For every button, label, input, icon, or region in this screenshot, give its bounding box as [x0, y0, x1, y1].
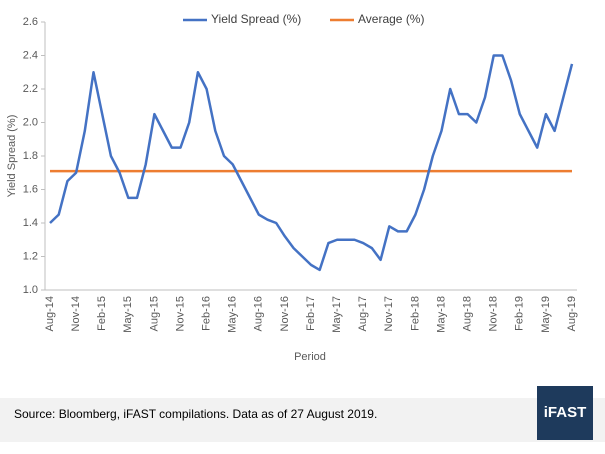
footer-band [0, 398, 605, 442]
y-tick-label: 2.0 [23, 116, 38, 128]
x-tick-label: Nov-16 [279, 296, 291, 331]
x-tick-label: May-17 [331, 296, 343, 333]
x-tick-label: Feb-16 [201, 296, 213, 331]
y-tick-label: 1.0 [23, 284, 38, 296]
logo-box [537, 386, 593, 440]
x-tick-label: Nov-18 [488, 296, 500, 331]
x-tick-label: May-15 [122, 296, 134, 333]
x-tick-label: Aug-14 [44, 296, 56, 331]
x-axis-label: Period [294, 351, 326, 363]
x-tick-label: Nov-15 [174, 296, 186, 331]
x-tick-label: Aug-19 [566, 296, 578, 331]
x-tick-label: Feb-17 [305, 296, 317, 331]
legend-label: Yield Spread (%) [211, 12, 301, 26]
y-tick-label: 2.6 [23, 16, 38, 28]
x-tick-label: Feb-19 [514, 296, 526, 331]
y-tick-label: 1.8 [23, 150, 38, 162]
x-tick-label: May-19 [540, 296, 552, 333]
y-axis-label: Yield Spread (%) [6, 115, 18, 198]
x-tick-label: Aug-15 [148, 296, 160, 331]
y-tick-label: 2.2 [23, 83, 38, 95]
x-tick-label: Aug-17 [357, 296, 369, 331]
source-note: Source: Bloomberg, iFAST compilations. D… [14, 407, 377, 421]
x-tick-label: Nov-17 [383, 296, 395, 331]
x-tick-label: May-16 [227, 296, 239, 333]
x-tick-label: Feb-18 [409, 296, 421, 331]
x-tick-label: May-18 [435, 296, 447, 333]
x-tick-label: Feb-15 [96, 296, 108, 331]
y-tick-label: 1.2 [23, 250, 38, 262]
y-tick-label: 1.6 [23, 183, 38, 195]
y-tick-label: 2.4 [23, 49, 38, 61]
y-tick-label: 1.4 [23, 217, 38, 229]
legend-label: Average (%) [358, 12, 424, 26]
series-line [49, 54, 574, 272]
x-tick-label: Aug-16 [253, 296, 265, 331]
logo: iFAST [544, 404, 587, 421]
x-tick-label: Nov-14 [70, 296, 82, 331]
x-tick-label: Aug-18 [462, 296, 474, 331]
